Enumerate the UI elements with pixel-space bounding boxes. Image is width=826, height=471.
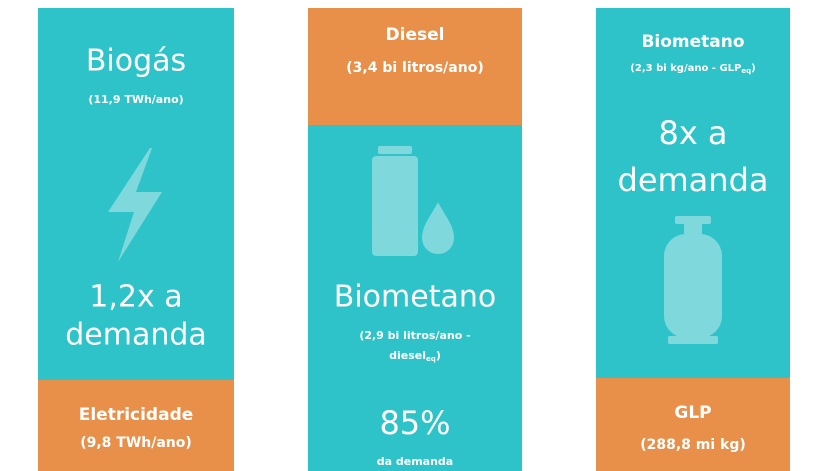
panel-subtitle: (2,9 bi litros/ano -	[359, 329, 470, 342]
header-subtitle: (3,4 bi litros/ano)	[346, 60, 483, 76]
footer-title: Eletricidade	[79, 405, 194, 425]
header-title: Diesel	[386, 25, 445, 45]
barrel-icon	[372, 146, 459, 258]
result: 85%	[379, 404, 450, 442]
panel-electricity: Biogás (11,9 TWh/ano) 1,2x a demanda Ele…	[38, 8, 234, 471]
panel-subtitle: dieseleq)	[389, 349, 441, 363]
result-line: 1,2x a	[89, 280, 182, 315]
panel-header	[308, 8, 522, 125]
text: (2,3 bi kg/ano - GLP	[630, 63, 741, 74]
panel-title: Biometano	[334, 280, 496, 315]
panel-footer	[38, 380, 234, 471]
result-line: demanda	[65, 318, 207, 353]
footer-subtitle: (288,8 mi kg)	[640, 437, 746, 453]
result-caption: da demanda	[377, 455, 453, 468]
panel-subtitle: (2,3 bi kg/ano - GLPeq)	[630, 63, 755, 75]
panel-footer	[596, 378, 790, 471]
subscript: eq	[741, 67, 751, 75]
subscript: eq	[426, 355, 436, 363]
footer-subtitle: (9,8 TWh/ano)	[80, 435, 192, 451]
footer-title: GLP	[674, 403, 711, 423]
text: )	[436, 349, 441, 362]
result-line: demanda	[618, 161, 769, 199]
lightning-icon	[108, 148, 162, 262]
panel-diesel: Diesel (3,4 bi litros/ano) Biometano (2,…	[308, 8, 522, 471]
panel-glp: Biometano (2,3 bi kg/ano - GLPeq) 8x a d…	[596, 8, 790, 471]
panel-subtitle: (11,9 TWh/ano)	[88, 93, 183, 106]
gas-cylinder-icon	[664, 216, 722, 344]
result-line: 8x a	[658, 114, 727, 152]
text: )	[751, 63, 756, 74]
text: diesel	[389, 349, 426, 362]
panel-title: Biometano	[641, 32, 744, 52]
panel-title: Biogás	[86, 44, 186, 79]
